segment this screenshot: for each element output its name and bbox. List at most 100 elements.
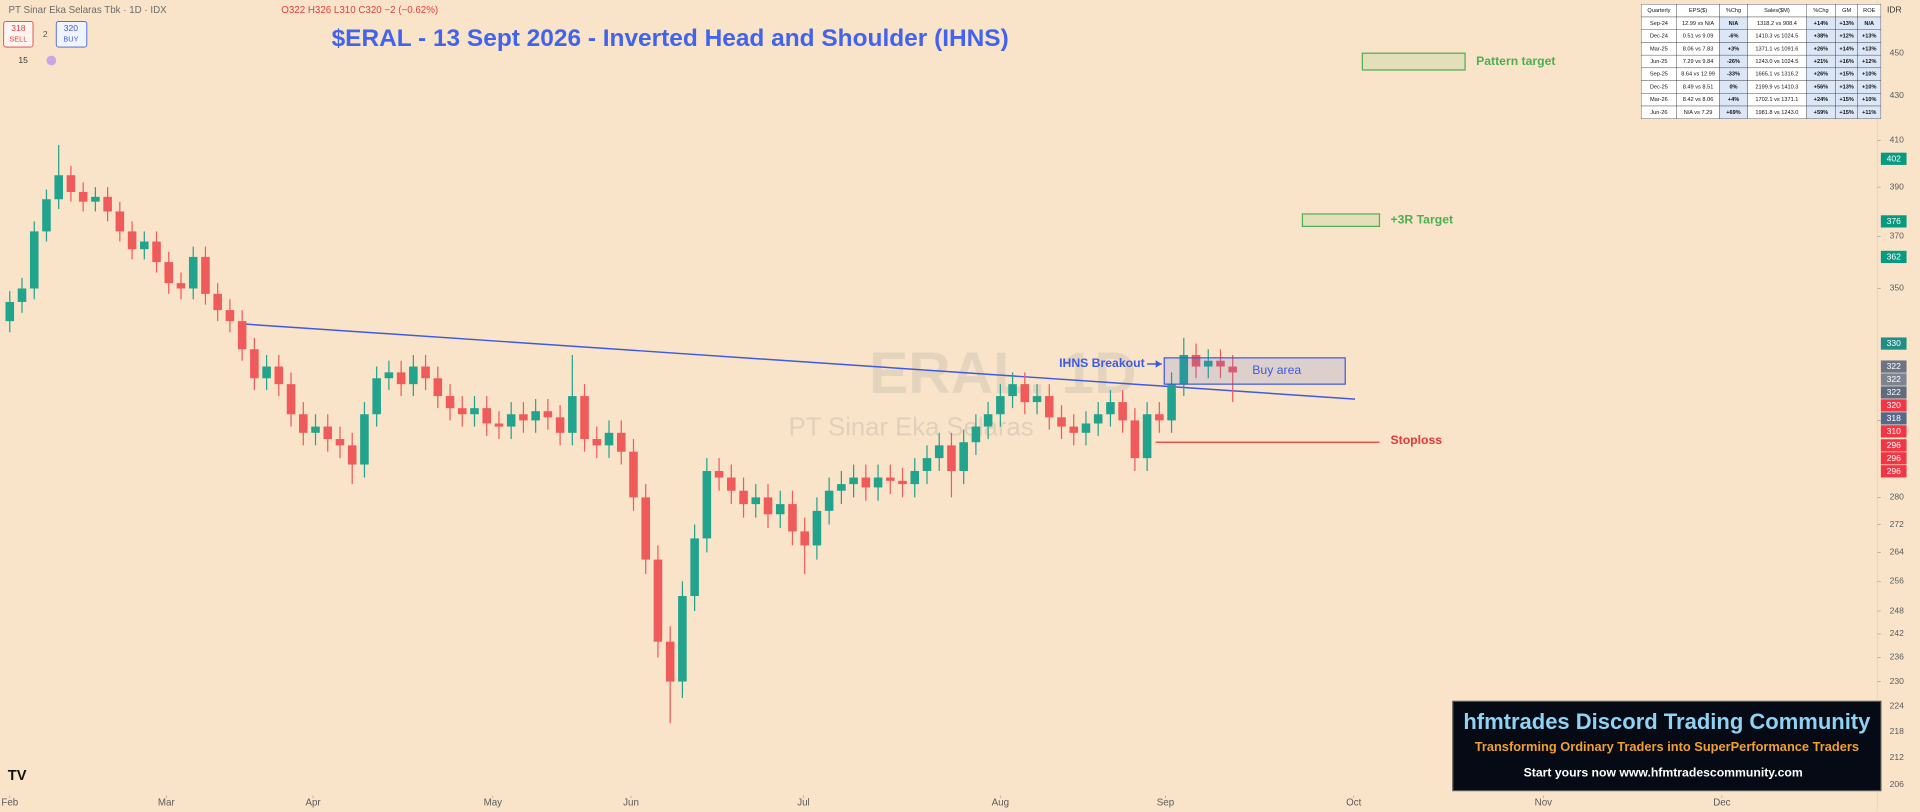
table-text: 1702.1 vs 1371.1: [1755, 97, 1798, 103]
table-text: +13%: [1839, 21, 1854, 27]
price-badge-label: 322: [1887, 387, 1902, 397]
chart-title: $ERAL - 13 Sept 2026 - Inverted Head and…: [332, 25, 1009, 52]
promo-subtitle: Transforming Ordinary Traders into Super…: [1475, 739, 1859, 754]
y-tick-label: 410: [1890, 135, 1905, 145]
table-text: N/A: [1864, 21, 1874, 27]
candle-body: [335, 439, 345, 446]
table-text: +59%: [1814, 110, 1829, 116]
price-badge-label: 362: [1887, 252, 1902, 262]
price-badge-label: 402: [1887, 153, 1902, 163]
table-text: +10%: [1862, 84, 1877, 90]
candle-body: [971, 426, 981, 443]
currency[interactable]: IDR: [1887, 5, 1902, 15]
candle-body: [788, 504, 797, 532]
price-badge: [1880, 152, 1907, 165]
indicator-icon[interactable]: [46, 55, 57, 66]
price-badge: [1880, 465, 1907, 478]
table-text: %Chg: [1813, 8, 1828, 14]
breakout-label: IHNS Breakout: [1059, 356, 1145, 370]
price-badge: [1880, 373, 1907, 386]
table-text: +3%: [1728, 46, 1739, 52]
table-text: GM: [1842, 8, 1851, 14]
promo-cta: Start yours now www.hfmtradescommunity.c…: [1524, 766, 1803, 780]
candle-body: [347, 445, 357, 465]
table-text: 0.51 vs 9.09: [1683, 34, 1714, 40]
price-badge-label: 296: [1887, 453, 1902, 463]
candle-body: [250, 349, 259, 379]
y-tick-label: 242: [1890, 628, 1905, 638]
candle-body: [727, 477, 736, 491]
price-badge: [1880, 399, 1907, 412]
candle-body: [1179, 354, 1189, 385]
table-text: N/A: [1729, 21, 1739, 27]
x-tick-label: May: [484, 797, 503, 808]
candle-body: [873, 477, 883, 488]
table-text: +26%: [1814, 46, 1829, 52]
candle-body: [1216, 360, 1225, 367]
table-text: +11%: [1862, 110, 1876, 116]
y-tick-label: 390: [1890, 181, 1905, 191]
target-box: [1301, 213, 1381, 227]
table-text: 2199.9 vs 1410.3: [1755, 84, 1798, 90]
x-tick-label: Dec: [1713, 797, 1730, 808]
promo-title: hfmtrades Discord Trading Community: [1463, 709, 1871, 734]
table-text: +12%: [1839, 34, 1854, 40]
table-text: Sep-25: [1650, 72, 1668, 78]
y-tick-label: 212: [1890, 752, 1905, 762]
candle-body: [323, 426, 333, 440]
table-text: 1318.2 vs 908.4: [1757, 21, 1797, 27]
target-label: +3R Target: [1390, 212, 1453, 226]
candle-body: [641, 497, 650, 560]
sell-button[interactable]: [3, 20, 34, 48]
y-tick-label: 248: [1890, 605, 1905, 615]
table-text: ROE: [1863, 8, 1875, 14]
candle-body: [1057, 417, 1066, 427]
price-badge-label: 320: [1887, 400, 1902, 410]
buy-price: 320: [64, 23, 79, 33]
sell-price: 318: [11, 23, 26, 33]
table-text: +15%: [1839, 97, 1854, 103]
table-text: 12.99 vs N/A: [1682, 21, 1714, 27]
price-badge-label: 376: [1887, 216, 1902, 226]
y-tick-label: 218: [1890, 726, 1905, 736]
candle-body: [17, 288, 27, 302]
candle-body: [433, 378, 443, 397]
table-text: EPS($): [1689, 8, 1707, 14]
y-tick-label: 430: [1890, 90, 1905, 100]
candle-body: [934, 445, 944, 459]
candle-body: [812, 510, 822, 546]
table-text: Sales($M): [1764, 8, 1790, 14]
x-tick-label: Mar: [158, 797, 176, 808]
table-text: Jun-26: [1650, 110, 1667, 116]
candle-body: [1008, 384, 1017, 397]
price-badge-label: 322: [1887, 374, 1902, 384]
buy-button[interactable]: [55, 20, 88, 48]
x-tick-label: Jul: [797, 797, 809, 808]
candle-body: [690, 538, 699, 597]
target-box: [1361, 52, 1466, 71]
table-text: N/A vs 7.29: [1684, 110, 1713, 116]
candle-body: [1069, 426, 1079, 433]
candle-body: [1167, 384, 1176, 421]
table-text: 1665.1 vs 1316.2: [1755, 72, 1798, 78]
candle-body: [1155, 414, 1164, 421]
table-text: Quarterly: [1647, 8, 1670, 14]
table-cell: [1857, 105, 1882, 119]
candle-body: [506, 414, 516, 427]
candle-body: [103, 196, 112, 212]
candle-body: [665, 641, 675, 682]
target-label: Pattern target: [1476, 54, 1555, 68]
candle-body: [1203, 360, 1213, 367]
symbol-line: PT Sinar Eka Selaras Tbk · 1D · IDX: [9, 5, 168, 16]
x-tick-label: Feb: [1, 797, 18, 808]
buy-area-label: Buy area: [1252, 363, 1301, 377]
y-tick-label: 370: [1890, 231, 1905, 241]
table-text: -26%: [1727, 59, 1740, 65]
candle-body: [861, 477, 871, 488]
price-badge: [1880, 386, 1907, 399]
table-text: +13%: [1839, 84, 1854, 90]
table-text: 8.42 vs 8.06: [1683, 97, 1714, 103]
price-badge-label: 296: [1887, 466, 1902, 476]
table-text: +15%: [1839, 110, 1854, 116]
candle-body: [457, 408, 467, 415]
